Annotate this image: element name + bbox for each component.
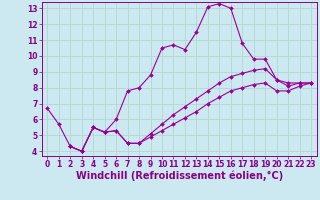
X-axis label: Windchill (Refroidissement éolien,°C): Windchill (Refroidissement éolien,°C) bbox=[76, 171, 283, 181]
